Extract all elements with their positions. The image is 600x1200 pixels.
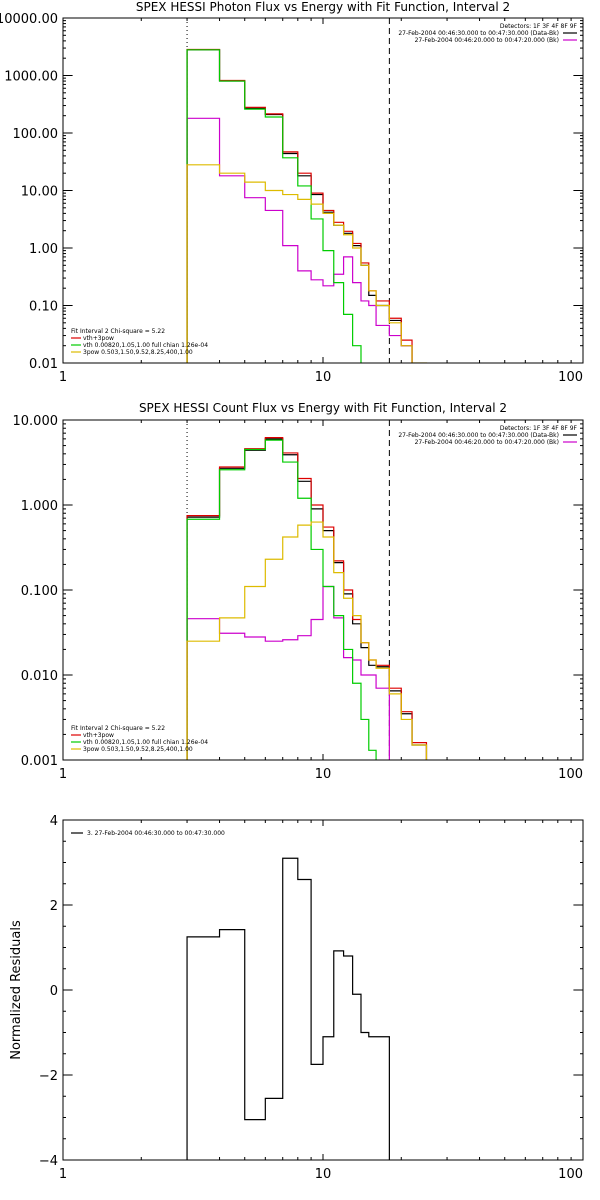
y-tick-label: 2: [50, 899, 58, 914]
series-line-1: [186, 438, 428, 760]
y-tick-label: 0: [50, 984, 58, 999]
series-line-1: [186, 857, 390, 1160]
chart-title: SPEX HESSI Count Flux vs Energy with Fit…: [139, 401, 507, 415]
legend-entry-label: 27-Feb-2004 00:46:20.000 to 00:47:20.000…: [415, 37, 559, 44]
y-tick-label: 100.00: [13, 127, 59, 142]
x-axis-ticks: 1 10 100: [59, 820, 584, 1182]
legend-entry-label: vth+3pow: [83, 732, 114, 739]
y-tick-label: 4: [50, 814, 58, 829]
chart-panel-1: SPEX HESSI Photon Flux vs Energy with Fi…: [0, 0, 584, 385]
legend-entry-label: vth 0.00820,1.05,1.00 full chian 1.26e-0…: [83, 342, 208, 349]
y-tick-label: 0.100: [21, 584, 58, 599]
legend-header: Fit Interval 2 Chi-square = 5.22: [71, 725, 165, 732]
series-line-4: [186, 439, 377, 760]
legend-top: 3. 27-Feb-2004 00:46:30.000 to 00:47:30.…: [71, 830, 225, 837]
plot-frame: [62, 819, 584, 1161]
x-tick-label: 1: [59, 1167, 67, 1182]
y-tick-label: 10.00: [21, 185, 58, 200]
series-line-5: [186, 164, 428, 363]
y-tick-label: 10.000: [13, 414, 59, 429]
y-tick-label: 1000.00: [4, 70, 58, 85]
legend-header: Fit Interval 2 Chi-square = 5.22: [71, 328, 165, 335]
legend-bottom: Fit Interval 2 Chi-square = 5.22vth+3pow…: [71, 328, 208, 356]
legend-entry-label: 27-Feb-2004 00:46:20.000 to 00:47:20.000…: [415, 439, 559, 446]
series-group: [186, 48, 428, 363]
legend-header: Detectors: 1F 3F 4F 8F 9F: [500, 23, 578, 30]
y-tick-label: 0.10: [29, 300, 58, 315]
y-tick-label: 0.010: [21, 669, 58, 684]
legend-bottom: Fit Interval 2 Chi-square = 5.22vth+3pow…: [71, 725, 208, 753]
y-axis-ticks: 0.01 0.10 1.00 10.00 100.00 1000.00 10000.00: [0, 12, 583, 372]
series-group: [186, 437, 428, 760]
legend-entry-label: 27-Feb-2004 00:46:30.000 to 00:47:30.000…: [398, 432, 559, 439]
series-line-5: [186, 521, 428, 760]
series-line-2: [186, 117, 413, 363]
x-tick-label: 10: [315, 370, 332, 385]
y-tick-label: 10000.00: [0, 12, 58, 27]
plot-frame: [62, 419, 584, 761]
legend-entry-label: 27-Feb-2004 00:46:30.000 to 00:47:30.000…: [398, 30, 559, 37]
plot-frame: [62, 17, 584, 364]
x-tick-label: 100: [558, 370, 583, 385]
legend-header: Detectors: 1F 3F 4F 8F 9F: [500, 425, 578, 432]
chart-title: SPEX HESSI Photon Flux vs Energy with Fi…: [136, 0, 510, 14]
y-tick-label: 1.000: [21, 499, 58, 514]
y-tick-label: 1.00: [29, 242, 58, 257]
x-tick-label: 1: [59, 370, 67, 385]
x-axis-ticks: 1 10 100: [59, 420, 584, 782]
series-line-4: [186, 49, 362, 363]
series-group: [186, 857, 390, 1160]
series-line-2: [186, 585, 390, 760]
y-tick-label: 0.01: [29, 357, 58, 372]
y-tick-label: −4: [39, 1154, 58, 1169]
legend-entry-label: 3pow 0.503,1.50,9.52,8.25,400,1.00: [83, 746, 193, 753]
chart-panel-3: Normalized Residuals 1 10 100 −4 −2 0 2 4 3. 27-F…: [9, 814, 584, 1182]
legend-entry-label: 3pow 0.503,1.50,9.52,8.25,400,1.00: [83, 349, 193, 356]
legend-entry-label: vth 0.00820,1.05,1.00 full chian 1.26e-0…: [83, 739, 208, 746]
y-tick-label: 0.001: [21, 754, 58, 769]
x-tick-label: 100: [558, 767, 583, 782]
legend-entry-label: 3. 27-Feb-2004 00:46:30.000 to 00:47:30.…: [87, 830, 225, 837]
legend-entry-label: vth+3pow: [83, 335, 114, 342]
x-tick-label: 10: [315, 767, 332, 782]
x-tick-label: 10: [315, 1167, 332, 1182]
x-tick-label: 100: [558, 1167, 583, 1182]
x-tick-label: 1: [59, 767, 67, 782]
series-line-1: [186, 49, 413, 363]
series-line-3: [186, 48, 413, 363]
y-tick-label: −2: [39, 1069, 58, 1084]
y-axis-label: Normalized Residuals: [9, 920, 24, 1060]
series-line-3: [186, 437, 428, 760]
chart-panel-2: SPEX HESSI Count Flux vs Energy with Fit…: [13, 401, 584, 782]
